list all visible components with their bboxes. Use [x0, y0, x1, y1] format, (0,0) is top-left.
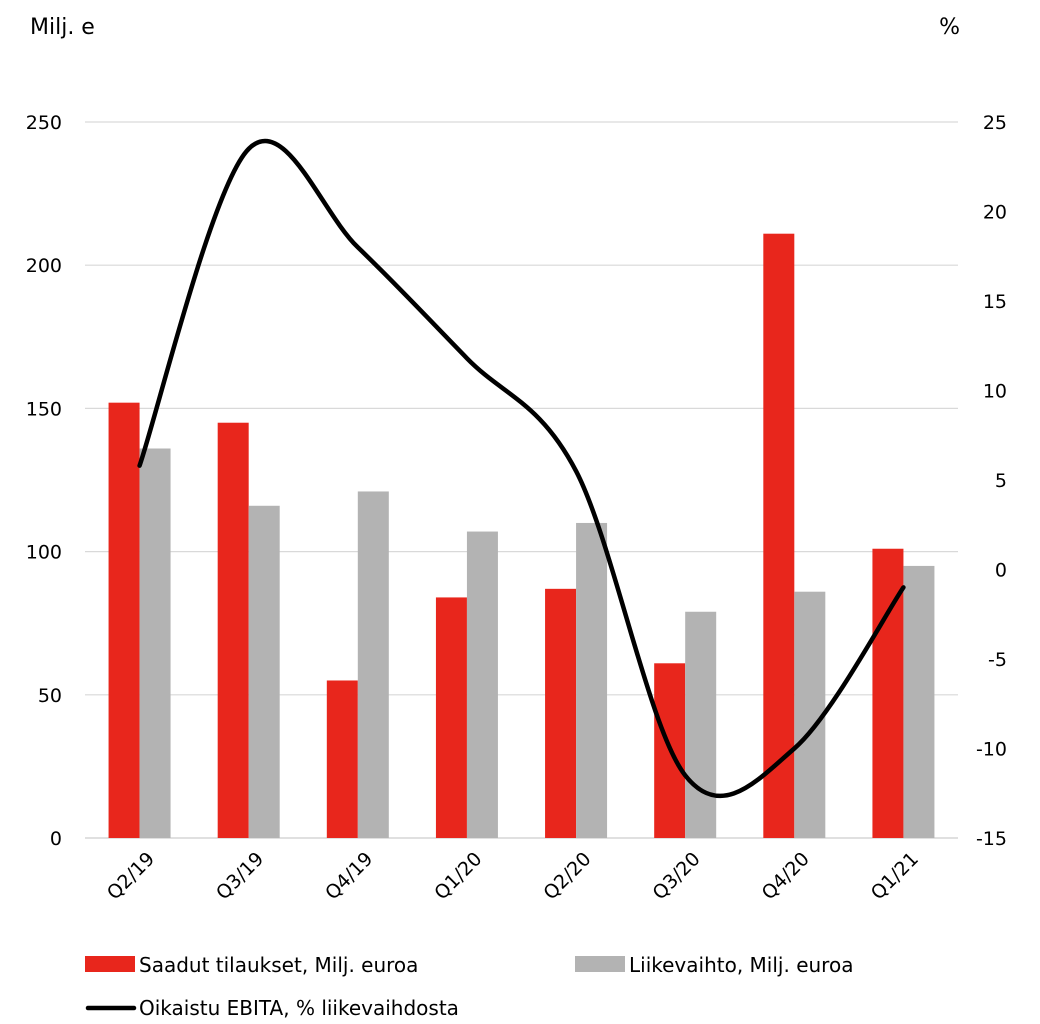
bar-liikevaihto: [685, 611, 717, 838]
legend-label-saadut-tilaukset: Saadut tilaukset, Milj. euroa: [139, 953, 418, 977]
right-tick-label: -15: [976, 828, 1007, 850]
line-oikaistu-ebita: [137, 138, 906, 799]
legend-swatch-liikevaihto: [575, 956, 625, 972]
bar-liikevaihto: [357, 491, 389, 838]
left-tick-label: 0: [50, 828, 62, 850]
right-axis-label: %: [939, 15, 960, 40]
left-tick-label: 200: [26, 255, 62, 277]
right-tick-label: -10: [976, 739, 1007, 761]
right-tick-label: 10: [983, 381, 1007, 403]
x-tick-label: Q4/20: [758, 848, 814, 904]
x-tick-label: Q4/19: [321, 848, 377, 904]
left-tick-label: 150: [26, 398, 62, 420]
right-tick-label: 0: [995, 560, 1007, 582]
x-tick-label: Q3/20: [648, 848, 704, 904]
bar-saadut-tilaukset: [435, 597, 467, 838]
bar-liikevaihto: [139, 448, 171, 838]
bar-saadut-tilaukset: [217, 422, 249, 838]
left-tick-label: 100: [26, 542, 62, 564]
bar-liikevaihto: [248, 505, 280, 838]
bars-group: [108, 233, 935, 839]
left-axis-label: Milj. e: [30, 15, 95, 40]
x-tick-label: Q3/19: [212, 848, 268, 904]
bar-liikevaihto: [903, 565, 935, 838]
left-axis-ticks: 0 50 100 150 200 250: [26, 112, 62, 850]
x-axis-ticks: Q2/19 Q3/19 Q4/19 Q1/20 Q2/20 Q3/20 Q4/20 Q1/21: [103, 848, 923, 904]
x-tick-label: Q1/20: [430, 848, 486, 904]
legend: Saadut tilaukset, Milj. euroa Liikevaihto…: [85, 953, 853, 1020]
bar-saadut-tilaukset: [545, 588, 577, 838]
gridlines: [85, 121, 958, 839]
legend-label-liikevaihto: Liikevaihto, Milj. euroa: [629, 953, 853, 977]
x-tick-label: Q2/20: [539, 848, 595, 904]
right-axis-ticks: -15 -10 -5 0 5 10 15 20 25: [976, 112, 1007, 850]
x-tick-label: Q1/21: [867, 848, 923, 904]
right-tick-label: 5: [995, 470, 1007, 492]
left-tick-label: 50: [38, 685, 62, 707]
bar-saadut-tilaukset: [108, 402, 140, 838]
x-tick-label: Q2/19: [103, 848, 159, 904]
left-tick-label: 250: [26, 112, 62, 134]
bar-saadut-tilaukset: [763, 233, 795, 839]
bar-saadut-tilaukset: [326, 680, 358, 838]
right-tick-label: -5: [988, 649, 1007, 671]
legend-swatch-saadut-tilaukset: [85, 956, 135, 972]
right-tick-label: 25: [983, 112, 1007, 134]
bar-liikevaihto: [466, 531, 498, 838]
bar-liikevaihto: [576, 522, 608, 838]
line-group: [137, 138, 906, 799]
legend-label-oikaistu-ebita: Oikaistu EBITA, % liikevaihdosta: [139, 996, 459, 1020]
right-tick-label: 20: [983, 202, 1007, 224]
bar-liikevaihto: [794, 591, 826, 838]
right-tick-label: 15: [983, 291, 1007, 313]
